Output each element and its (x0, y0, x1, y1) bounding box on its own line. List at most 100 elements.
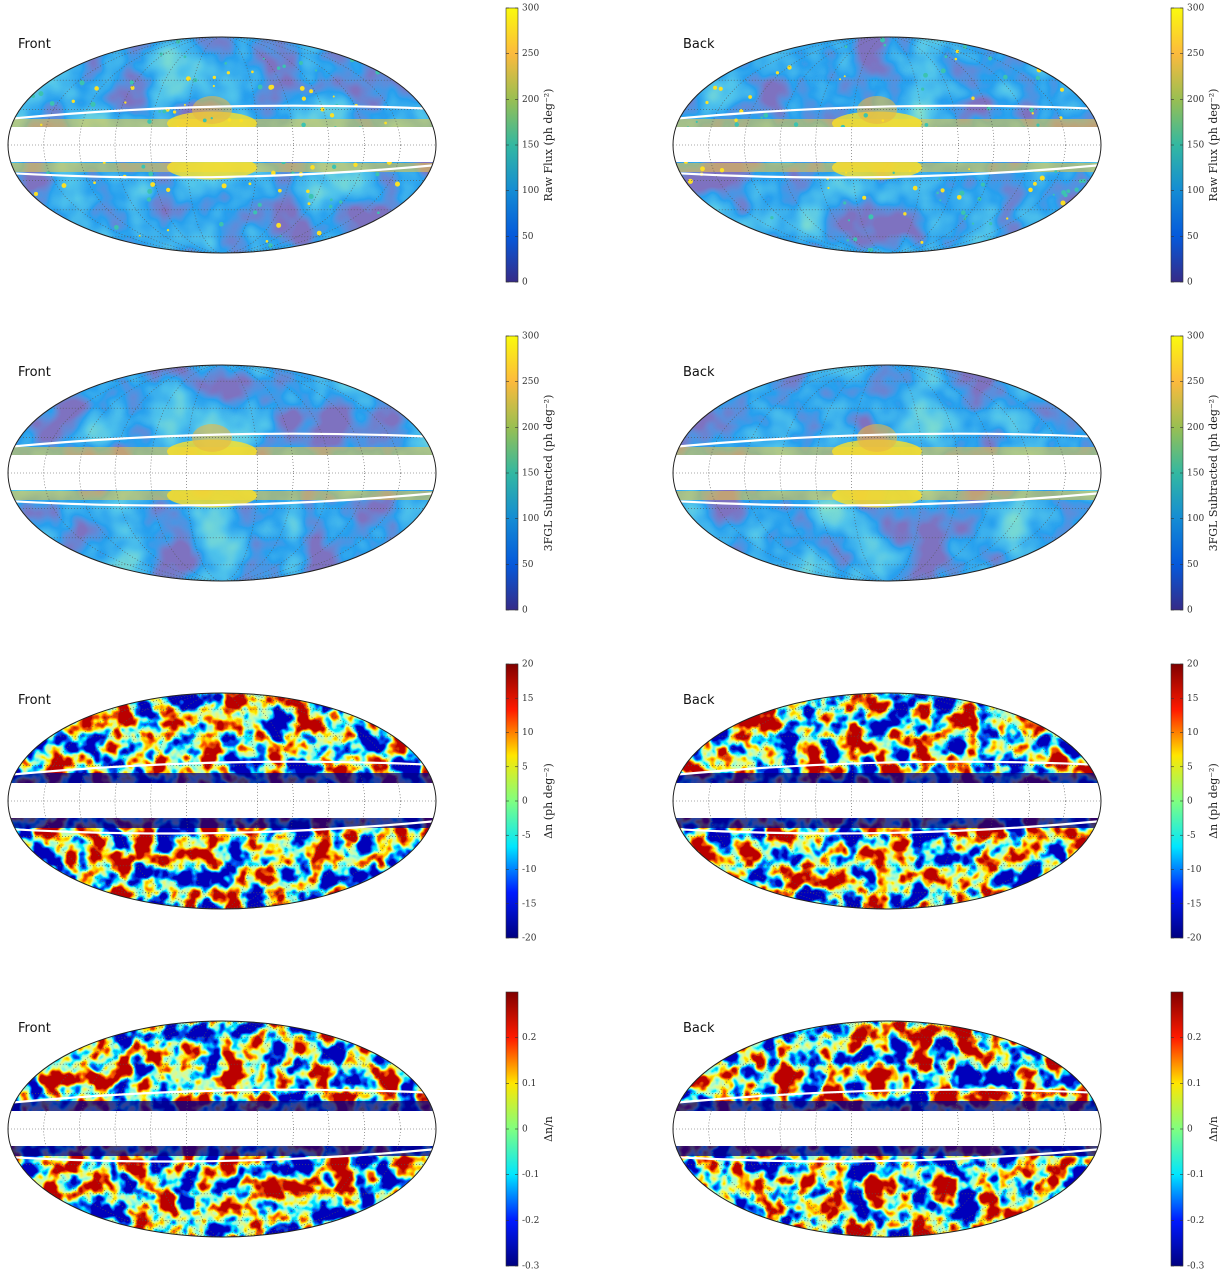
point-source (977, 197, 981, 201)
point-source (853, 237, 857, 241)
point-source (868, 214, 873, 219)
point-source (989, 222, 992, 225)
point-source (936, 192, 939, 195)
sky-map (672, 37, 1102, 253)
point-source (384, 122, 387, 125)
colorbar-tick-label: 300 (522, 332, 539, 342)
point-source (1036, 124, 1039, 127)
mask-band (673, 1111, 1101, 1146)
mask-band (8, 1111, 436, 1146)
colorbar-label: Δn (ph deg⁻²) (1207, 763, 1220, 839)
point-source (309, 194, 314, 199)
point-source (965, 215, 968, 218)
colorbar-tick-label: 0.1 (522, 1079, 536, 1089)
point-source (38, 91, 43, 96)
colorbar-tick-label: 200 (1187, 95, 1204, 105)
colorbar-tick-label: 0.1 (1187, 1079, 1201, 1089)
colorbar-tick-label: 100 (522, 514, 539, 524)
point-source (734, 119, 737, 122)
point-source (258, 85, 263, 90)
point-source (266, 240, 269, 243)
point-source (219, 222, 224, 227)
point-source (1063, 193, 1067, 197)
colorbar-tick-label: 0.2 (1187, 1033, 1201, 1043)
plane-emission (857, 424, 897, 452)
colorbar-tick-label: 150 (1187, 141, 1204, 151)
point-source (184, 104, 186, 106)
colorbar-tick-label: -5 (1187, 831, 1196, 841)
colorbar-tick-label: 0 (522, 797, 528, 807)
colorbar-tick-label: -20 (522, 934, 537, 944)
point-source (224, 62, 227, 65)
point-source (315, 69, 317, 71)
point-source (971, 97, 974, 100)
point-source (50, 101, 55, 106)
point-source (329, 205, 333, 209)
point-source (921, 88, 924, 91)
colorbar-tick-label: -0.2 (1187, 1216, 1204, 1226)
colorbar-tick-label: 200 (1187, 423, 1204, 433)
point-source (688, 179, 693, 184)
point-source (227, 71, 230, 74)
point-source (957, 195, 962, 200)
mask-band (673, 455, 1101, 490)
panel-title: Back (683, 693, 715, 708)
colorbar-label: Raw Flux (ph deg⁻²) (542, 89, 555, 202)
point-source (213, 85, 215, 87)
point-source (282, 64, 286, 68)
point-source (158, 110, 161, 113)
point-source (1060, 88, 1064, 92)
point-source (147, 189, 152, 194)
panel-title: Back (683, 365, 715, 380)
colorbar-tick-label: 10 (1187, 728, 1199, 738)
sky-map (672, 1021, 1102, 1237)
point-source (844, 75, 846, 77)
point-source (176, 40, 180, 44)
colorbar-tick-label: 150 (1187, 469, 1204, 479)
point-source (263, 58, 265, 60)
point-source (332, 165, 336, 169)
point-source (333, 95, 335, 97)
point-source (719, 87, 723, 91)
point-source (705, 101, 708, 104)
sky-map (672, 693, 1102, 909)
sky-map (7, 1021, 437, 1237)
point-source (93, 181, 96, 184)
point-source (892, 172, 894, 174)
colorbar-tick-label: 100 (1187, 514, 1204, 524)
colorbar-tick-label: 50 (522, 560, 534, 570)
panel-title: Back (683, 1021, 715, 1036)
point-source (211, 117, 213, 119)
point-source (713, 86, 717, 90)
point-source (959, 191, 964, 196)
point-source (377, 211, 380, 214)
point-source (920, 241, 923, 244)
sky-map (7, 365, 437, 581)
point-source (968, 168, 970, 170)
colorbar-tick-label: 10 (522, 728, 534, 738)
colorbar-tick-label: -20 (1187, 934, 1202, 944)
point-source (988, 56, 992, 60)
colorbar-tick-label: 250 (522, 49, 539, 59)
point-source (124, 101, 126, 103)
point-source (913, 186, 918, 191)
point-source (963, 45, 967, 49)
colorbar-tick-label: -0.1 (1187, 1170, 1204, 1180)
colorbar-tick-label: 5 (522, 762, 528, 772)
point-source (734, 122, 739, 127)
colorbar-tick-label: 0 (1187, 606, 1193, 616)
point-source (1036, 76, 1040, 80)
point-source (845, 172, 847, 174)
point-source (981, 182, 985, 186)
plane-residual (673, 1101, 1101, 1111)
colorbar-label: 3FGL Subtracted (ph deg⁻²) (1207, 395, 1220, 552)
colorbar-tick-label: -0.3 (522, 1262, 540, 1272)
point-source (141, 165, 145, 169)
colorbar-tick-label: 200 (522, 423, 539, 433)
point-source (955, 58, 958, 61)
point-source (162, 109, 166, 113)
colorbar-tick-label: 15 (1187, 694, 1199, 704)
colorbar-tick-label: -5 (522, 831, 531, 841)
point-source (1066, 189, 1070, 193)
point-source (80, 80, 85, 85)
